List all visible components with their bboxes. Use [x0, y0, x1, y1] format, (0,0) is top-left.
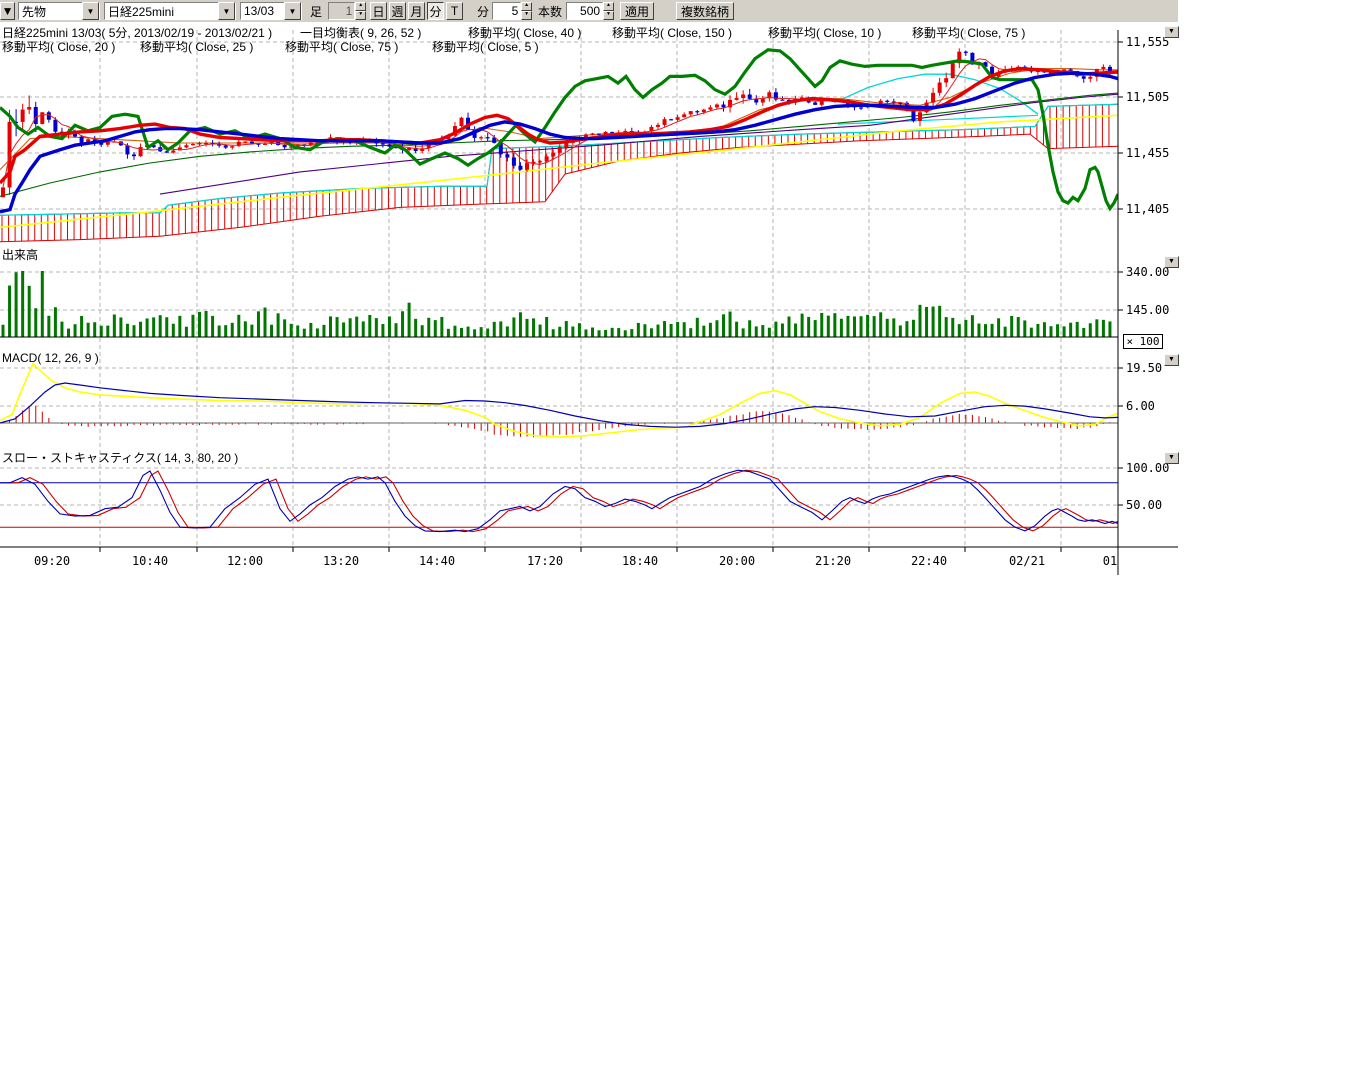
svg-text:11,455: 11,455: [1126, 146, 1169, 160]
macd-scale-menu-button[interactable]: ▼: [1164, 354, 1179, 366]
bar-count-value: 500: [566, 2, 604, 20]
svg-text:145.00: 145.00: [1126, 303, 1169, 317]
legend-ma40: 移動平均( Close, 40 ): [468, 26, 582, 40]
legend-ichimoku: 一目均衡表( 9, 26, 52 ): [300, 26, 422, 40]
macd-pane-label: MACD( 12, 26, 9 ): [2, 351, 99, 365]
svg-text:01: 01: [1103, 554, 1117, 568]
volume-multiplier-badge: × 100: [1123, 334, 1163, 349]
svg-text:11,405: 11,405: [1126, 202, 1169, 216]
volume-pane-label: 出来高: [2, 248, 39, 262]
price-scale-menu-button[interactable]: ▼: [1164, 26, 1179, 38]
chevron-down-icon[interactable]: ▼: [82, 2, 99, 20]
legend-ma150: 移動平均( Close, 150 ): [612, 26, 733, 40]
svg-text:340.00: 340.00: [1126, 265, 1169, 279]
legend-ma20: 移動平均( Close, 20 ): [2, 40, 116, 54]
instrument-type-value: 先物: [22, 4, 47, 19]
svg-text:6.00: 6.00: [1126, 399, 1155, 413]
partial-combo-arrow-icon[interactable]: ▼: [0, 2, 15, 20]
multi-symbol-button[interactable]: 複数銘柄: [676, 2, 734, 20]
bar-count-stepper[interactable]: 500 ▲ ▼: [566, 2, 614, 20]
stepper-arrows-icon[interactable]: ▲ ▼: [355, 2, 366, 20]
contract-month-value: 13/03: [244, 4, 275, 18]
svg-text:22:40: 22:40: [911, 554, 947, 568]
svg-text:12:00: 12:00: [227, 554, 263, 568]
apply-button[interactable]: 適用: [620, 2, 654, 20]
chevron-down-icon[interactable]: ▼: [218, 2, 235, 20]
svg-text:20:00: 20:00: [719, 554, 755, 568]
period-button-minute[interactable]: 分: [427, 2, 444, 20]
bar-interval-stepper[interactable]: 1 ▲ ▼: [328, 2, 366, 20]
svg-text:13:20: 13:20: [323, 554, 359, 568]
svg-text:19.50: 19.50: [1126, 361, 1162, 375]
chart-title: 日経225mini 13/03( 5分, 2013/02/19 - 2013/0…: [2, 26, 273, 40]
minute-label: 分: [477, 4, 490, 19]
svg-text:17:20: 17:20: [527, 554, 563, 568]
bar-interval-value: 1: [328, 2, 356, 20]
bar-count-label: 本数: [538, 4, 563, 19]
instrument-type-select[interactable]: 先物 ▼: [18, 2, 100, 20]
svg-text:02/21: 02/21: [1009, 554, 1045, 568]
svg-text:18:40: 18:40: [622, 554, 658, 568]
svg-text:09:20: 09:20: [34, 554, 70, 568]
svg-text:21:20: 21:20: [815, 554, 851, 568]
contract-month-select[interactable]: 13/03 ▼: [240, 2, 302, 20]
legend-ma75b: 移動平均( Close, 75 ): [285, 40, 399, 54]
minute-stepper[interactable]: 5 ▲ ▼: [492, 2, 532, 20]
legend-ma10: 移動平均( Close, 10 ): [768, 26, 882, 40]
plot-area: [0, 30, 1118, 547]
period-button-month[interactable]: 月: [408, 2, 425, 20]
svg-text:10:40: 10:40: [132, 554, 168, 568]
legend-ma25: 移動平均( Close, 25 ): [140, 40, 254, 54]
legend-ma5: 移動平均( Close, 5 ): [432, 40, 539, 54]
legend-ma75: 移動平均( Close, 75 ): [912, 26, 1026, 40]
period-button-week[interactable]: 週: [389, 2, 406, 20]
svg-text:100.00: 100.00: [1126, 461, 1169, 475]
stepper-arrows-icon[interactable]: ▲ ▼: [521, 2, 532, 20]
volume-scale-menu-button[interactable]: ▼: [1164, 256, 1179, 268]
stepper-arrows-icon[interactable]: ▲ ▼: [603, 2, 614, 20]
svg-text:50.00: 50.00: [1126, 498, 1162, 512]
period-button-day[interactable]: 日: [370, 2, 387, 20]
svg-text:14:40: 14:40: [419, 554, 455, 568]
symbol-value: 日経225mini: [108, 4, 175, 19]
stoch-scale-menu-button[interactable]: ▼: [1164, 452, 1179, 464]
svg-text:11,505: 11,505: [1126, 90, 1169, 104]
toolbar: ▼ 先物 ▼ 日経225mini ▼ 13/03 ▼ 足 1 ▲ ▼ 日 週 月 …: [0, 0, 1178, 22]
chevron-down-icon[interactable]: ▼: [284, 2, 301, 20]
svg-text:11,555: 11,555: [1126, 35, 1169, 49]
bar-type-label: 足: [310, 4, 323, 19]
stoch-pane-label: スロー・ストキャスティクス( 14, 3, 80, 20 ): [2, 451, 239, 465]
period-button-tick[interactable]: T: [446, 2, 463, 20]
symbol-select[interactable]: 日経225mini ▼: [104, 2, 236, 20]
minute-value: 5: [492, 2, 522, 20]
